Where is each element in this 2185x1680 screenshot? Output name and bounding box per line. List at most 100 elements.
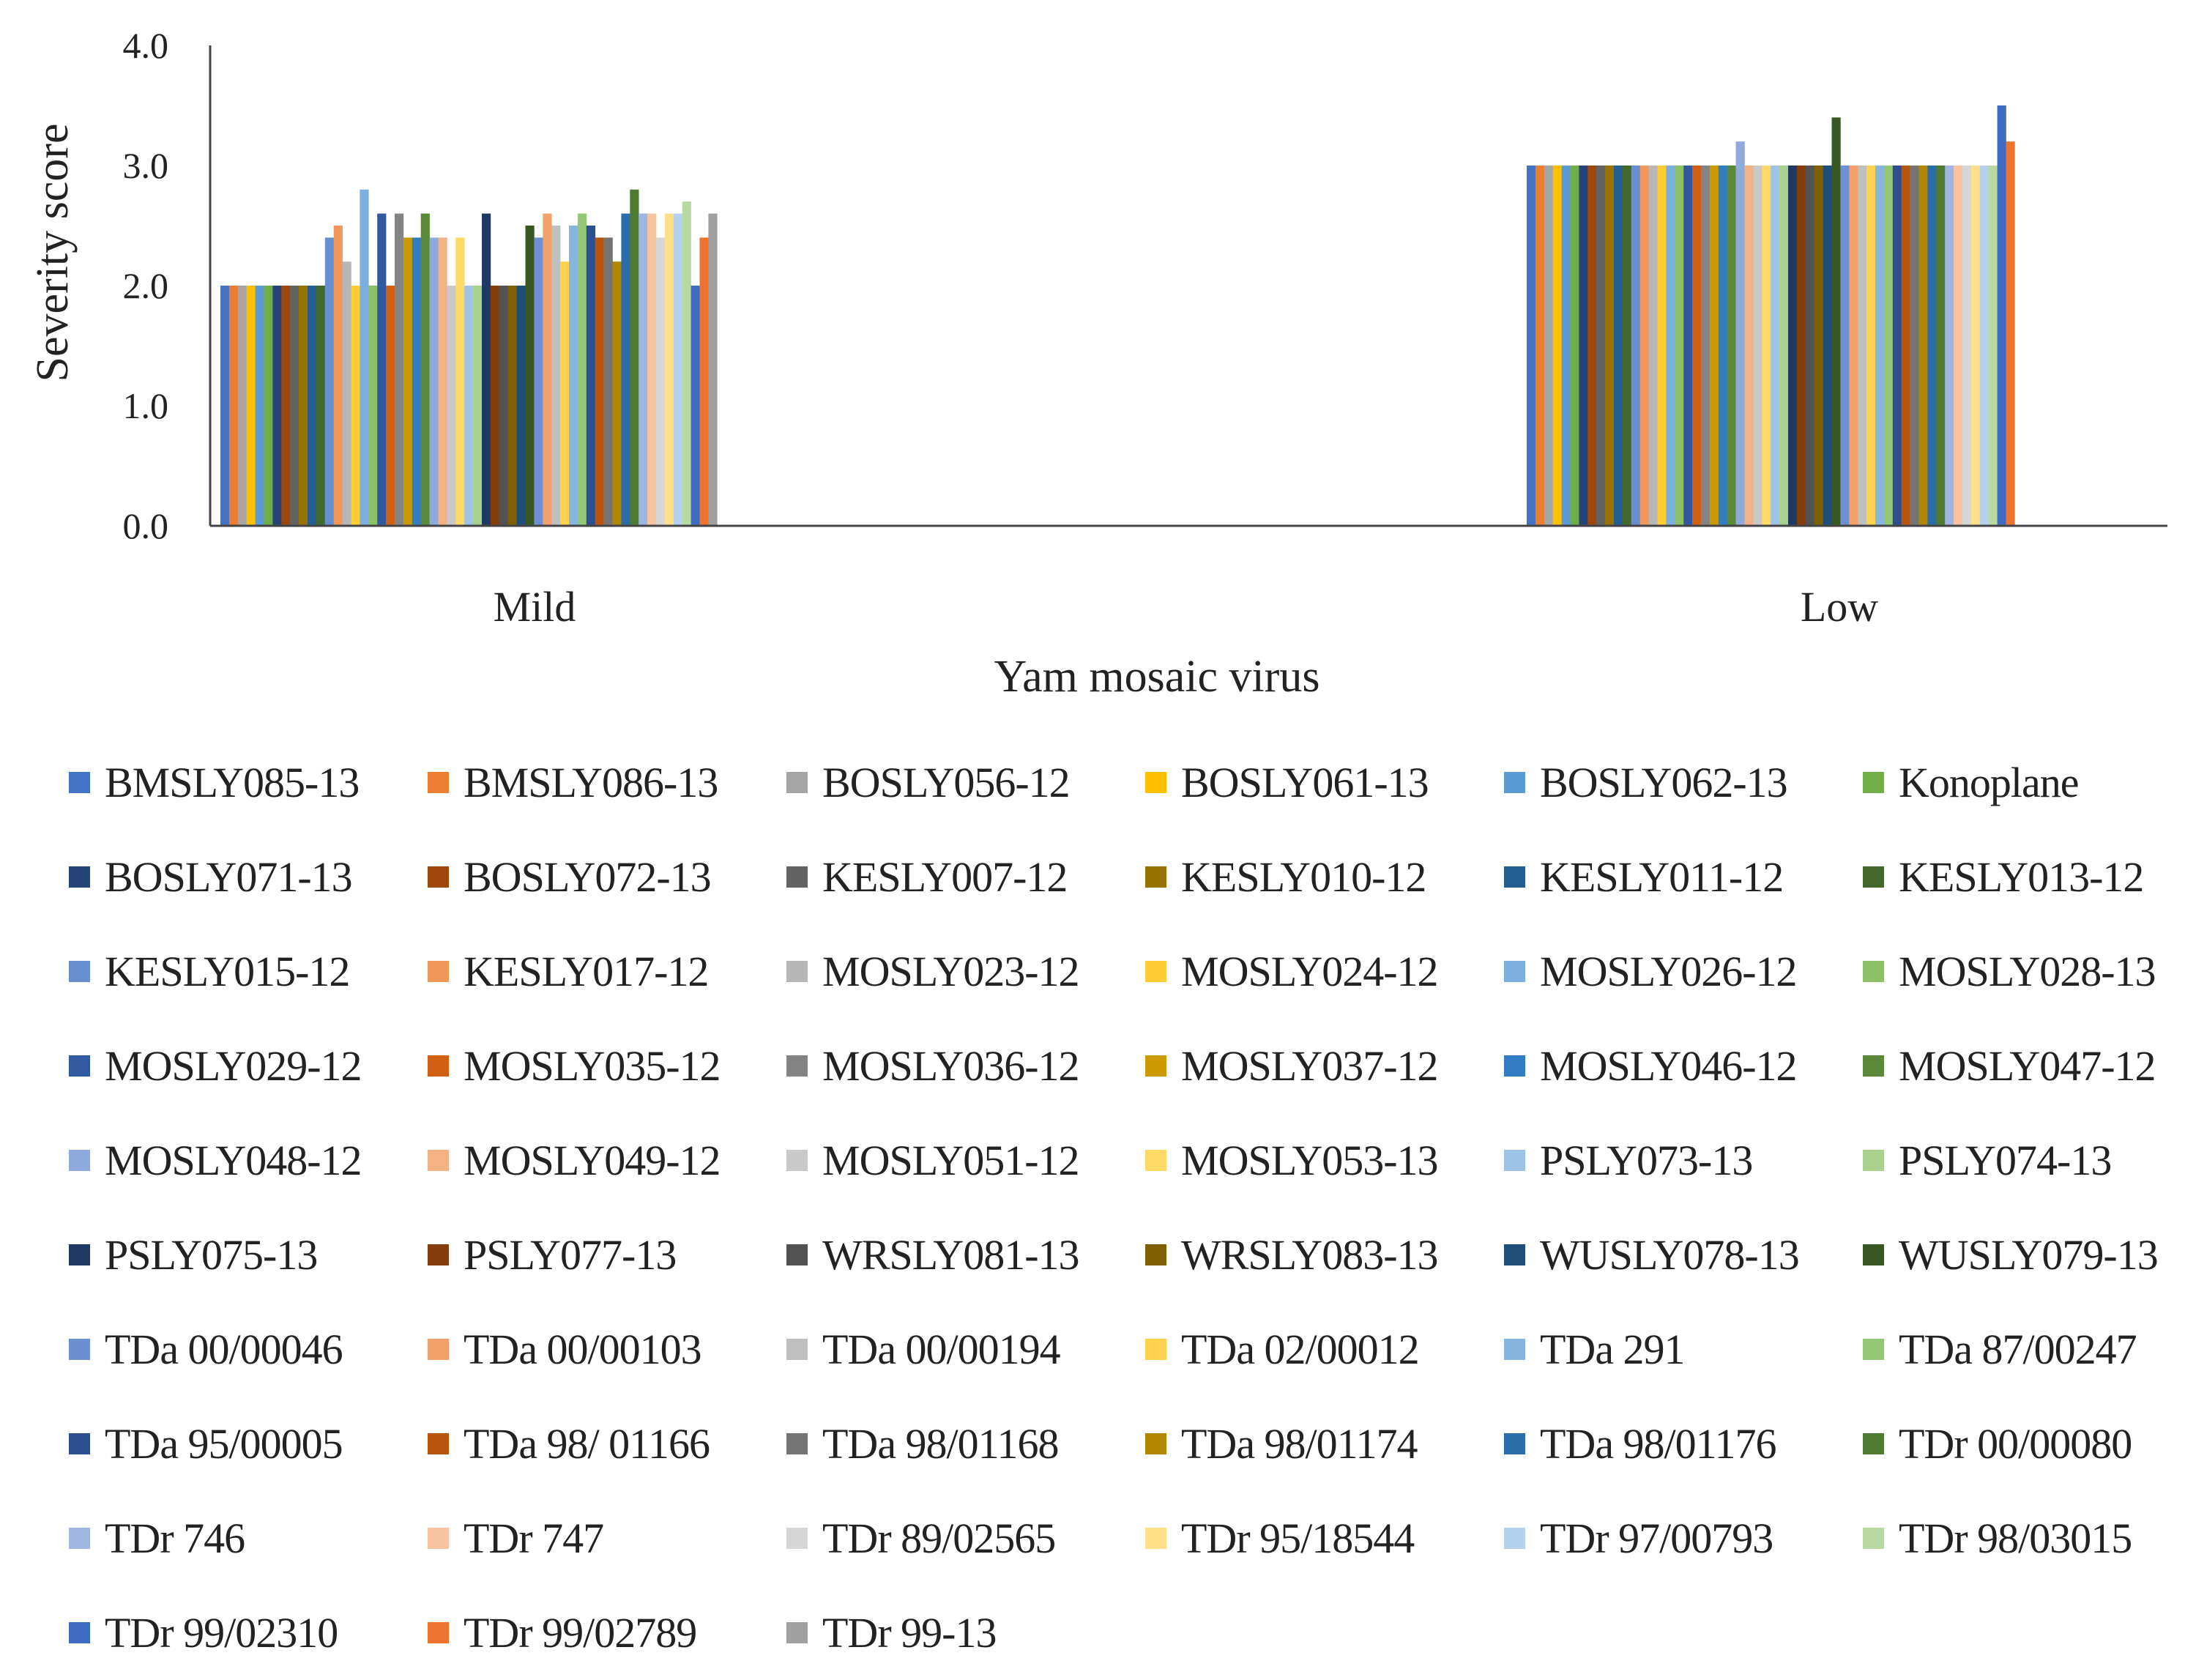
bar-low-24 [1735,141,1745,526]
legend-label: TDr 98/03015 [1899,1514,2132,1562]
legend-item: WRSLY083-13 [1145,1208,1504,1302]
legend-item: TDa 95/00005 [69,1397,428,1491]
bar-mild-31 [490,286,500,526]
bar-mild-30 [482,213,491,526]
legend-swatch [69,866,90,888]
legend-swatch [428,1622,449,1643]
legend-item: TDa 98/01168 [786,1397,1145,1491]
legend-label: MOSLY035-12 [464,1042,721,1090]
legend-item: TDa 291 [1504,1302,1863,1397]
bar-low-14 [1648,166,1658,526]
legend-swatch [1863,866,1884,888]
legend-item: MOSLY026-12 [1504,924,1863,1019]
bar-low-25 [1744,166,1754,526]
bar-mild-16 [360,189,369,526]
legend-label: TDa 98/01168 [822,1420,1060,1468]
bar-low-34 [1823,166,1832,526]
bar-low-8 [1596,166,1606,526]
legend-item: MOSLY036-12 [786,1019,1145,1113]
legend-item: MOSLY024-12 [1145,924,1504,1019]
legend-item: MOSLY051-12 [786,1113,1145,1208]
legend-label: BOSLY062-13 [1540,759,1788,806]
legend-item: TDa 02/00012 [1145,1302,1504,1397]
bar-low-32 [1805,166,1814,526]
x-tick-labels: Mild Low [494,583,1879,631]
bar-mild-13 [333,226,343,526]
legend-item: KESLY015-12 [69,924,428,1019]
legend-swatch [428,961,449,982]
bar-mild-38 [551,226,561,526]
bar-low-6 [1579,166,1588,526]
legend-item: WUSLY079-13 [1863,1208,2185,1302]
legend-label: TDr 747 [464,1514,604,1562]
legend-item: MOSLY046-12 [1504,1019,1863,1113]
bar-mild-44 [603,237,613,526]
legend-swatch [786,961,808,982]
legend-swatch [1504,866,1525,888]
bar-low-51 [1970,166,1981,526]
legend-swatch [1145,1244,1166,1265]
legend-swatch [69,772,90,793]
x-tick-label-low: Low [1801,583,1878,631]
bar-low-23 [1727,166,1736,526]
legend-swatch [428,772,449,793]
legend-swatch [1863,1055,1884,1077]
legend-swatch [69,1433,90,1454]
bar-mild-5 [264,286,273,526]
bar-mild-32 [499,286,508,526]
bar-chart: 0.0 1.0 2.0 3.0 4.0 Mild Low Severity score Y… [28,25,2167,702]
bar-mild-21 [403,237,413,526]
legend-label: MOSLY046-12 [1540,1042,1798,1090]
legend-item: TDa 98/01176 [1504,1397,1863,1491]
bar-mild-18 [377,213,387,526]
bar-low-42 [1892,166,1902,526]
bar-mild-1 [228,286,239,526]
bar-mild-55 [699,237,709,526]
legend-swatch [428,1055,449,1077]
bar-mild-41 [577,213,587,526]
legend-swatch [1145,1150,1166,1171]
x-axis-title: Yam mosaic virus [994,652,1320,702]
legend-item: TDr 97/00793 [1504,1491,1863,1586]
bar-low-0 [1527,166,1536,526]
legend-item: TDa 00/00103 [428,1302,786,1397]
bar-low-50 [1962,166,1972,526]
legend-item: PSLY077-13 [428,1208,786,1302]
bar-mild-17 [368,286,378,526]
legend-label: TDr 99/02310 [105,1609,338,1657]
legend-swatch [1504,1433,1525,1454]
legend-label: MOSLY026-12 [1540,948,1798,995]
bar-low-9 [1605,166,1615,526]
legend-swatch [428,1528,449,1549]
legend-label: PSLY077-13 [464,1231,677,1279]
legend-swatch [786,1150,808,1171]
bar-low-3 [1552,166,1562,526]
legend-item: TDr 89/02565 [786,1491,1145,1586]
bar-low-15 [1657,166,1667,526]
legend-label: TDa 98/01176 [1540,1420,1777,1468]
legend-item: MOSLY023-12 [786,924,1145,1019]
bar-low-44 [1910,166,1919,526]
legend-swatch [1504,772,1525,793]
bar-low-13 [1639,166,1649,526]
bar-mild-45 [612,261,622,526]
legend-swatch [69,961,90,982]
legend-label: TDa 291 [1540,1326,1686,1373]
legend-swatch [1863,1244,1884,1265]
legend-item: TDa 87/00247 [1863,1302,2185,1397]
bar-low-55 [2006,141,2015,526]
x-tick-label-mild: Mild [494,583,576,631]
legend-swatch [786,1528,808,1549]
legend-label: MOSLY036-12 [822,1042,1080,1090]
legend-item: TDa 00/00046 [69,1302,428,1397]
legend-swatch [1145,1433,1166,1454]
bar-mild-47 [630,189,639,526]
legend-label: TDr 95/18544 [1181,1514,1415,1562]
legend-item: Konoplane [1863,735,2185,830]
bar-low-37 [1849,166,1858,526]
legend-label: MOSLY047-12 [1899,1042,2156,1090]
y-tick-label: 4.0 [123,25,169,66]
bar-low-16 [1666,166,1675,526]
legend-item: TDr 99/02310 [69,1586,428,1680]
bar-low-20 [1701,166,1711,526]
